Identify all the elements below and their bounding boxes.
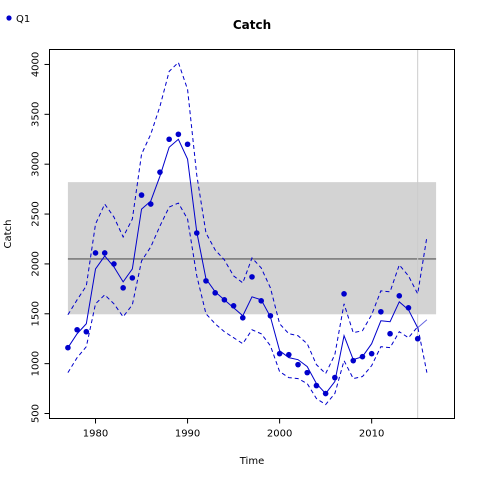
x-tick-label: 1990 (175, 429, 200, 440)
data-point (74, 326, 80, 333)
data-point (92, 250, 99, 256)
chart-title: Catch (233, 18, 271, 32)
data-point (405, 305, 412, 311)
y-tick-label: 4000 (31, 52, 42, 77)
data-point (111, 261, 117, 267)
legend-marker-q1 (6, 15, 12, 21)
y-tick-label: 1500 (31, 301, 42, 326)
data-point (212, 290, 218, 296)
data-point (101, 250, 108, 256)
y-tick-label: 3500 (31, 102, 42, 127)
data-point (359, 353, 366, 360)
data-point (175, 131, 182, 138)
data-point (221, 297, 228, 303)
data-point (129, 275, 136, 281)
data-point (230, 303, 237, 309)
y-tick-label: 3000 (31, 151, 42, 176)
y-tick-label: 2500 (31, 201, 42, 226)
y-tick-label: 500 (31, 404, 42, 423)
data-point (267, 312, 274, 319)
data-point (350, 357, 357, 364)
data-point (313, 382, 320, 389)
data-point (276, 350, 283, 357)
upper-bound-line (67, 61, 428, 375)
data-point (83, 328, 90, 335)
data-point (258, 298, 265, 304)
x-tick-label: 2010 (359, 429, 384, 440)
data-point (341, 291, 347, 297)
data-point (332, 374, 338, 381)
data-point (184, 141, 191, 148)
x-tick-label: 1980 (83, 429, 108, 440)
data-point (193, 230, 200, 236)
projection-segment (417, 319, 428, 329)
data-point (239, 314, 246, 321)
y-axis-label: Catch (3, 220, 14, 249)
data-point (286, 351, 292, 358)
y-tick-label: 2000 (31, 251, 42, 276)
legend: Q1 (6, 14, 30, 25)
y-tick-label: 1000 (31, 351, 42, 376)
data-point (166, 136, 172, 143)
data-point (203, 278, 209, 284)
data-point (322, 390, 329, 397)
data-point (249, 274, 255, 280)
data-point (295, 361, 301, 368)
data-point (387, 330, 393, 337)
data-point (368, 350, 375, 357)
plot-frame (49, 49, 455, 419)
data-point (157, 169, 163, 175)
data-point (396, 293, 403, 299)
data-point (120, 285, 126, 291)
data-point (65, 344, 71, 351)
data-point (414, 335, 421, 342)
data-point (304, 369, 311, 376)
lower-bound-line (67, 202, 428, 406)
axes: 1980 1990 2000 2010 500 1000 1500 2000 2500 3000 3… (31, 52, 385, 440)
plot-area (65, 49, 437, 419)
data-point (378, 308, 384, 315)
reference-band (67, 182, 437, 315)
data-point (138, 192, 145, 198)
x-tick-label: 2000 (267, 429, 292, 440)
x-axis-label: Time (239, 456, 264, 467)
data-point (147, 201, 154, 207)
legend-label-q1: Q1 (16, 14, 30, 25)
